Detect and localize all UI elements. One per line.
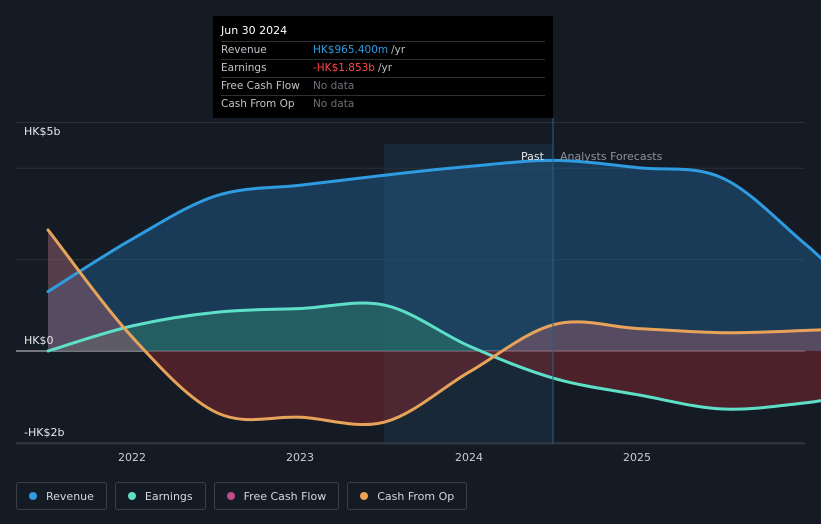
earnings-area-positive	[48, 303, 821, 351]
revenue-dot-icon	[29, 492, 37, 500]
tooltip-row-free-cash-flow: Free Cash Flow No data	[221, 77, 545, 95]
tooltip: Jun 30 2024 Revenue HK$965.400m /yr Earn…	[213, 16, 553, 118]
cash-from-op-line	[46, 228, 821, 427]
cash-from-op-area-negative	[48, 351, 821, 425]
y-label-top: HK$5b	[24, 125, 61, 138]
tooltip-label: Free Cash Flow	[221, 80, 300, 92]
series-areas	[48, 160, 821, 425]
cash-from-op-area-positive	[48, 229, 821, 351]
revenue-line	[46, 158, 821, 294]
tooltip-label: Earnings	[221, 62, 267, 74]
earnings-line	[46, 301, 821, 411]
cash-from-op-dot-icon	[360, 492, 369, 500]
legend-item-cash-from-op[interactable]: Cash From Op	[347, 482, 468, 510]
tooltip-unit: /yr	[391, 44, 406, 56]
earnings-area-negative	[48, 351, 821, 410]
x-tick-2025: 2025	[623, 451, 651, 464]
forecast-label: Analysts Forecasts	[560, 150, 663, 163]
legend-item-revenue[interactable]: Revenue	[16, 482, 107, 510]
legend-label: Revenue	[46, 489, 94, 503]
legend-label: Earnings	[144, 489, 193, 503]
tooltip-unit: /yr	[377, 62, 393, 74]
tooltip-label: Revenue	[221, 44, 267, 56]
x-tick-2022: 2022	[118, 451, 146, 464]
tooltip-row-earnings: Earnings -HK$1.853b /yr	[221, 59, 545, 77]
tooltip-row-revenue: Revenue HK$965.400m /yr	[221, 41, 545, 59]
y-label-zero: HK$0	[24, 334, 54, 347]
series-lines	[46, 158, 821, 427]
tooltip-value: No data	[313, 80, 355, 92]
tooltip-value: No data	[313, 98, 355, 110]
tooltip-date: Jun 30 2024	[221, 24, 288, 37]
free-cash-flow-dot-icon	[226, 492, 235, 500]
y-label-bottom: -HK$2b	[24, 426, 65, 439]
legend-item-earnings[interactable]: Earnings	[114, 482, 206, 510]
tooltip-value: HK$965.400m	[313, 44, 389, 56]
tooltip-row-cash-from-op: Cash From Op No data	[221, 95, 545, 113]
tooltip-label: Cash From Op	[221, 98, 295, 110]
x-tick-2023: 2023	[286, 451, 314, 464]
legend-item-free-cash-flow[interactable]: Free Cash Flow	[213, 482, 340, 510]
past-label: Past	[521, 150, 544, 163]
revenue-area	[48, 160, 821, 351]
legend: Revenue Earnings Free Cash Flow Cash Fro…	[16, 482, 468, 510]
tooltip-value: -HK$1.853b	[313, 62, 375, 74]
legend-label: Cash From Op	[377, 489, 455, 503]
legend-label: Free Cash Flow	[243, 489, 327, 503]
earnings-dot-icon	[127, 492, 136, 500]
x-tick-2024: 2024	[455, 451, 483, 464]
